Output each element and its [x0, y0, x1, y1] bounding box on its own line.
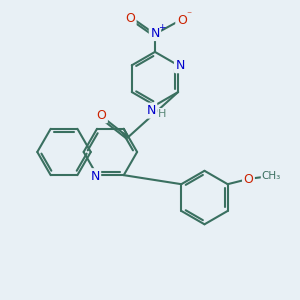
Text: N: N — [176, 59, 185, 72]
Text: H: H — [158, 109, 166, 118]
Text: +: + — [158, 22, 166, 32]
Text: O: O — [125, 12, 135, 25]
Text: ⁻: ⁻ — [186, 10, 191, 20]
Text: O: O — [97, 109, 106, 122]
Text: CH₃: CH₃ — [262, 171, 281, 181]
Text: O: O — [177, 14, 187, 27]
Text: N: N — [150, 27, 160, 40]
Text: N: N — [90, 169, 100, 183]
Text: N: N — [146, 104, 156, 117]
Text: O: O — [244, 173, 254, 186]
